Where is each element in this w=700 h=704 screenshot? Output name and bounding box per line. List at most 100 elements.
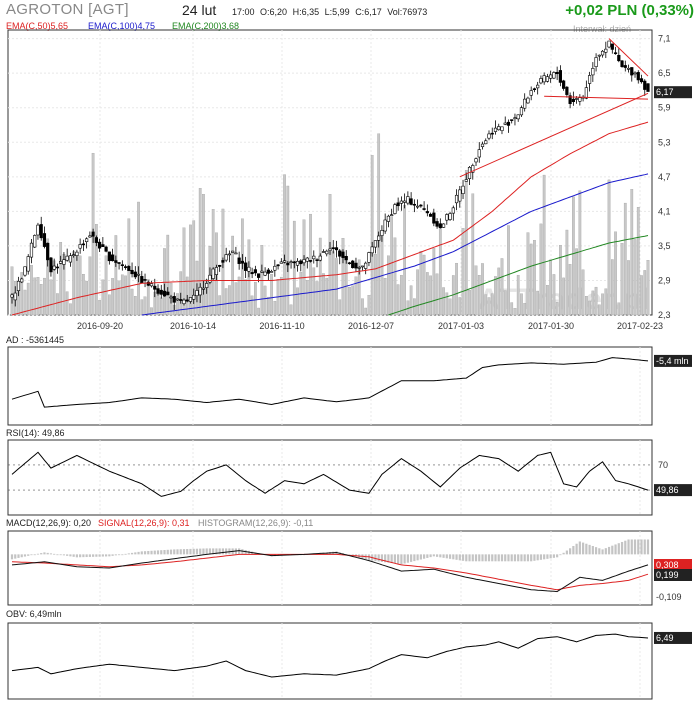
histogram-bar <box>465 554 468 562</box>
candle <box>613 46 618 55</box>
histogram-bar <box>92 554 95 557</box>
candle <box>383 213 387 234</box>
ema100-legend[interactable]: EMA(C,100)4,75 <box>88 21 156 31</box>
histogram-bar <box>445 554 448 559</box>
candle-body <box>334 247 339 251</box>
histogram-bar <box>192 548 195 555</box>
candle-body <box>341 251 345 258</box>
last-price-tag-bg <box>654 86 692 99</box>
candle <box>81 239 85 252</box>
candle <box>136 266 141 283</box>
histogram-bar <box>124 553 127 555</box>
price-panel: 7,1 6,5 5,9 5,3 4,7 4,1 3,5 2,9 2,3 2016-09-20 201… <box>7 29 692 331</box>
histogram-bar <box>426 554 429 558</box>
price-change: +0,02 PLN (0,33%) <box>565 2 694 19</box>
volume-bar <box>133 296 137 316</box>
volume-bar <box>380 231 384 316</box>
histogram-bar <box>241 549 244 555</box>
candle <box>263 267 267 277</box>
candle-body <box>221 260 225 263</box>
histogram-bar <box>59 554 62 556</box>
candle <box>266 268 270 281</box>
candle-body <box>555 71 559 75</box>
histogram-legend[interactable]: HISTOGRAM(12,26,9): -0,11 <box>198 518 314 528</box>
histogram-bar <box>238 548 241 555</box>
volume-bar <box>429 275 432 316</box>
volume-bar <box>146 279 150 316</box>
histogram-bar <box>607 546 611 555</box>
histogram-bar <box>575 543 578 555</box>
volume-bar <box>150 307 153 316</box>
volume-bar <box>85 280 88 316</box>
candle-body <box>269 271 274 273</box>
macd-legend[interactable]: MACD(12,26,9): 0,20 <box>6 518 92 528</box>
obv-legend[interactable]: OBV: 6,49mln <box>6 609 62 619</box>
candle-body <box>552 72 556 79</box>
ema200-legend[interactable]: EMA(C,200)3,68 <box>172 21 240 31</box>
volume-bar <box>237 276 241 316</box>
volume-bar <box>30 265 33 316</box>
candle-body <box>584 87 588 99</box>
last-price-tag: 6,17 <box>654 86 692 99</box>
candle <box>211 267 215 280</box>
histogram-bar <box>225 548 228 555</box>
histogram-bar <box>400 554 403 565</box>
histogram-bar <box>617 543 620 555</box>
histogram-bar <box>179 549 182 555</box>
candle <box>198 283 202 303</box>
histogram-bar <box>199 548 202 555</box>
histogram-bar <box>111 554 114 556</box>
candle-body <box>231 250 235 253</box>
candle-body <box>542 75 546 83</box>
candle <box>149 280 154 288</box>
rsi-legend[interactable]: RSI(14): 49,86 <box>6 428 65 438</box>
candle-body <box>403 200 407 203</box>
candle-body <box>292 261 296 264</box>
candle-body <box>143 279 147 281</box>
price-tick-label: 4,7 <box>658 172 671 182</box>
volume-bar <box>166 234 170 316</box>
candle-body <box>136 273 141 276</box>
candle <box>493 120 498 135</box>
ema50-legend[interactable]: EMA(C,50)5,65 <box>6 21 69 31</box>
volume-bar <box>396 284 400 316</box>
candle-body <box>328 248 332 251</box>
candle <box>172 292 176 310</box>
candle-body <box>471 165 475 173</box>
volume-bar <box>309 213 312 316</box>
candle-body <box>159 289 163 295</box>
volume-bar <box>597 304 601 316</box>
candle <box>253 265 257 276</box>
signal-legend[interactable]: SIGNAL(12,26,9): 0,31 <box>98 518 190 528</box>
candle <box>59 255 63 265</box>
candle-body <box>101 244 105 247</box>
candle-body <box>597 54 601 57</box>
candle-body <box>565 86 569 95</box>
histogram-bar <box>186 549 189 555</box>
candle-body <box>461 185 465 194</box>
volume-bar <box>432 248 436 316</box>
candle-body <box>490 132 494 135</box>
volume-bar <box>403 205 406 316</box>
histogram-bar <box>646 539 650 555</box>
candle <box>377 231 381 248</box>
candle-body <box>425 211 429 214</box>
candle <box>52 258 56 271</box>
ad-legend[interactable]: AD : -5361445 <box>6 335 65 345</box>
candle <box>604 41 608 59</box>
volume-bar <box>601 293 604 316</box>
volume-bar <box>617 302 621 316</box>
candle-body <box>52 265 56 270</box>
candle-body <box>36 224 40 236</box>
macd-last-tag-bg <box>654 569 692 581</box>
volume-bar <box>124 275 127 316</box>
histogram-bar <box>533 554 536 561</box>
volume-bar <box>377 133 381 316</box>
histogram-bar <box>494 554 497 562</box>
candle-body <box>626 67 631 70</box>
ticker-title[interactable]: AGROTON [AGT] <box>6 1 129 18</box>
candle-body <box>188 297 193 302</box>
price-tick-label: 5,9 <box>658 103 671 113</box>
histogram-bar <box>510 554 513 562</box>
